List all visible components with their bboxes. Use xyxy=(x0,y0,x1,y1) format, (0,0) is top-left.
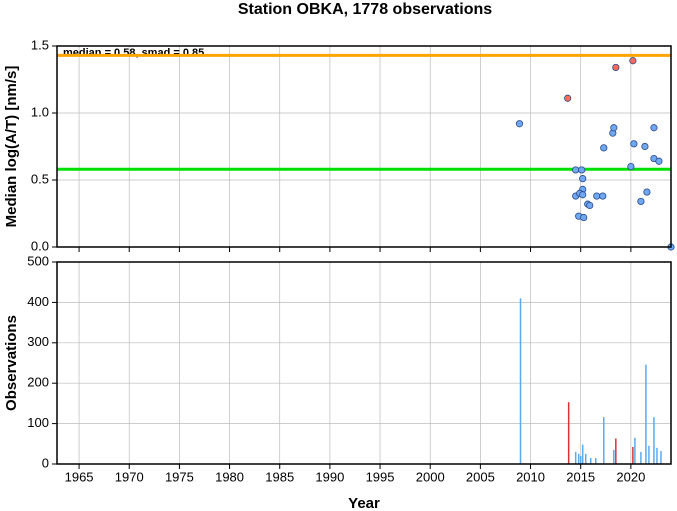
point xyxy=(579,175,587,183)
y-axis-label: Observations xyxy=(3,315,20,411)
x-tick-label: 2020 xyxy=(616,469,645,484)
point xyxy=(515,120,524,128)
bar xyxy=(640,451,642,464)
bar xyxy=(656,447,658,464)
y-tick-label: 200 xyxy=(27,375,49,390)
x-tick-label: 1990 xyxy=(315,469,344,484)
point xyxy=(655,157,663,165)
y-tick-label: 1.5 xyxy=(31,37,49,52)
point xyxy=(586,201,594,210)
point xyxy=(600,144,608,152)
x-tick-label: 1995 xyxy=(366,469,395,484)
point xyxy=(630,140,638,148)
x-tick-label: 2015 xyxy=(566,469,595,484)
x-tick-label: 1965 xyxy=(65,469,94,484)
point xyxy=(599,192,607,200)
y-axis-label: Median log(A/T) [nm/s] xyxy=(3,66,20,228)
bar xyxy=(595,457,597,464)
bar xyxy=(660,451,662,464)
bar xyxy=(645,364,647,464)
y-tick-label: 300 xyxy=(27,334,49,349)
bar xyxy=(634,437,636,464)
bar xyxy=(613,449,615,464)
bar xyxy=(603,417,605,464)
bar xyxy=(519,298,522,464)
point xyxy=(629,57,637,65)
point xyxy=(579,191,587,199)
y-tick-label: 100 xyxy=(27,415,49,430)
point xyxy=(578,166,586,174)
point xyxy=(580,213,588,222)
annotation: median = 0.58, smad = 0.85 xyxy=(63,47,204,59)
point xyxy=(637,197,645,206)
x-tick-label: 2005 xyxy=(466,469,495,484)
point xyxy=(610,124,618,132)
y-tick-label: 500 xyxy=(27,253,49,268)
x-tick-label: 2010 xyxy=(516,469,545,484)
bar xyxy=(584,453,587,464)
bar xyxy=(632,447,634,464)
point xyxy=(593,192,601,200)
bar xyxy=(579,455,582,464)
point xyxy=(564,94,572,102)
x-axis-label: Year xyxy=(348,495,380,511)
y-tick-label: 0.0 xyxy=(31,238,49,253)
bar xyxy=(577,453,580,464)
x-tick-label: 1975 xyxy=(165,469,194,484)
bar xyxy=(648,445,650,464)
y-tick-label: 1.0 xyxy=(31,104,49,119)
point xyxy=(627,163,635,171)
plot-frame xyxy=(56,45,672,248)
x-tick-label: 1980 xyxy=(215,469,244,484)
point xyxy=(643,188,651,196)
x-tick-label: 2000 xyxy=(416,469,445,484)
y-tick-label: 0 xyxy=(42,455,49,470)
bar xyxy=(653,417,655,464)
y-tick-label: 400 xyxy=(27,294,49,309)
bar xyxy=(574,451,577,464)
bar xyxy=(589,457,592,464)
bar xyxy=(615,438,617,464)
point xyxy=(650,124,658,132)
point xyxy=(612,63,620,72)
x-tick-label: 1970 xyxy=(115,469,144,484)
bar xyxy=(581,444,584,464)
y-tick-label: 0.5 xyxy=(31,171,49,186)
point xyxy=(572,166,580,174)
chart-title: Station OBKA, 1778 observations xyxy=(238,1,492,18)
x-tick-label: 1985 xyxy=(265,469,294,484)
plot-frame xyxy=(56,261,672,465)
point xyxy=(641,142,649,151)
bar xyxy=(567,402,570,464)
